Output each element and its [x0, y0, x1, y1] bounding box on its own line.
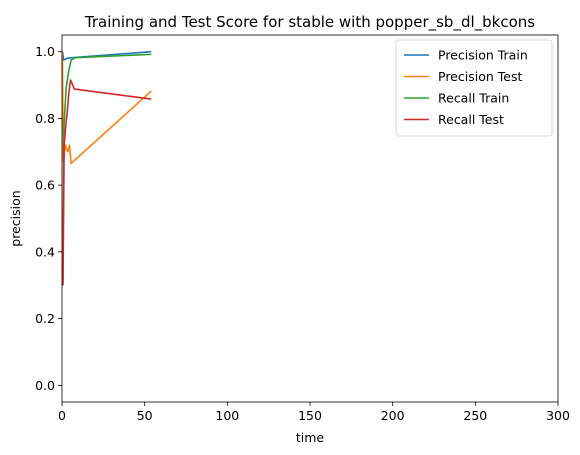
x-tick-label: 200 — [381, 408, 405, 423]
legend-entry: Precision Test — [438, 69, 522, 84]
chart-title: Training and Test Score for stable with … — [84, 13, 535, 32]
y-tick-label: 0.4 — [35, 244, 55, 259]
series-line-2 — [61, 51, 152, 165]
x-tick-label: 250 — [463, 408, 487, 423]
x-tick-label: 300 — [546, 408, 570, 423]
series-line-1 — [61, 50, 152, 61]
x-tick-label: 50 — [137, 408, 153, 423]
series-line-3 — [62, 53, 152, 286]
legend-entry: Recall Test — [438, 112, 504, 127]
y-tick-label: 0.8 — [35, 111, 55, 126]
y-axis-label: precision — [8, 190, 23, 246]
x-tick-label: 100 — [215, 408, 239, 423]
x-tick-label: 0 — [58, 408, 66, 423]
legend-box — [395, 39, 553, 137]
legend: Precision Train Precision Test Recall Trai… — [395, 39, 553, 137]
y-tick-label: 1.0 — [35, 44, 55, 59]
y-tick-label: 0.6 — [35, 178, 55, 193]
x-axis-label: time — [296, 430, 325, 445]
x-tick-label: 150 — [298, 408, 322, 423]
series-line-4 — [62, 79, 152, 286]
legend-entry: Recall Train — [438, 91, 509, 106]
y-tick-label: 0.2 — [35, 311, 55, 326]
legend-entry: Precision Train — [438, 48, 528, 63]
y-tick-label: 0.0 — [35, 378, 55, 393]
